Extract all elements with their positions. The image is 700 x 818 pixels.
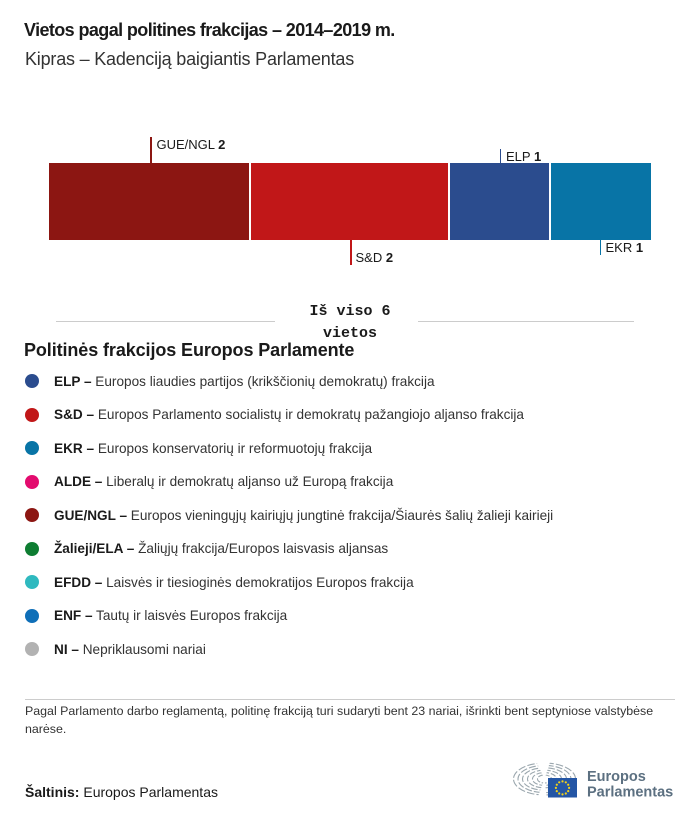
svg-text:Parlamentas: Parlamentas xyxy=(587,785,673,801)
svg-text:Europos: Europos xyxy=(587,769,646,785)
